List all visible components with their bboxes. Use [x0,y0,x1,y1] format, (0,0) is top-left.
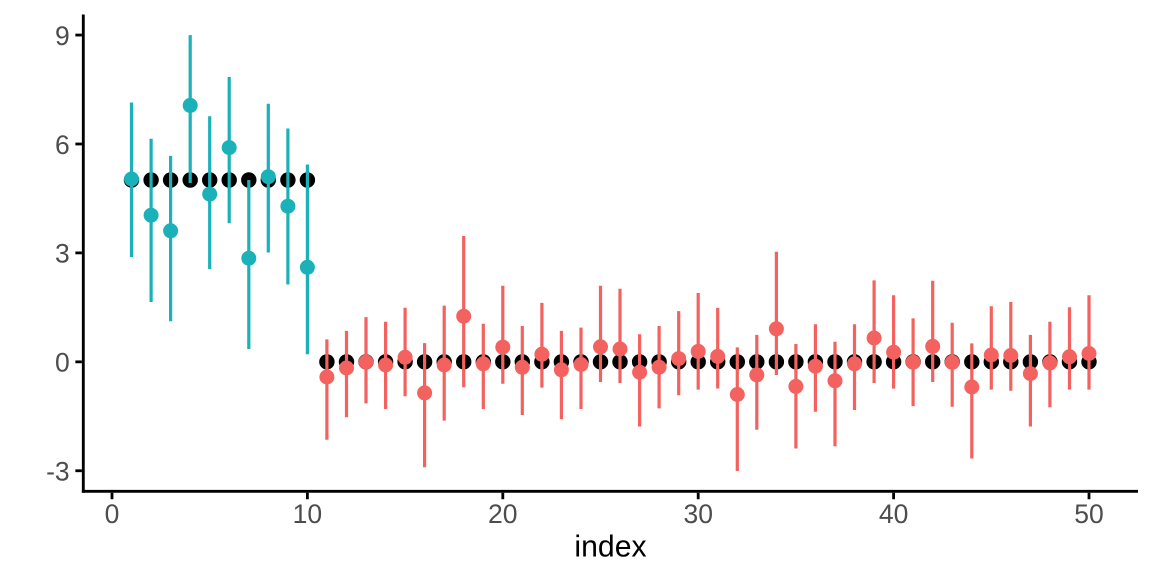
svg-text:index: index [574,531,646,564]
svg-text:0: 0 [55,348,70,378]
svg-text:20: 20 [488,499,517,529]
svg-text:10: 10 [293,499,322,529]
svg-text:9: 9 [55,21,70,51]
svg-text:3: 3 [55,239,70,269]
svg-text:-3: -3 [46,457,70,487]
svg-text:0: 0 [105,499,120,529]
svg-text:50: 50 [1074,499,1103,529]
svg-text:40: 40 [879,499,908,529]
svg-text:6: 6 [55,130,70,160]
svg-text:30: 30 [683,499,712,529]
